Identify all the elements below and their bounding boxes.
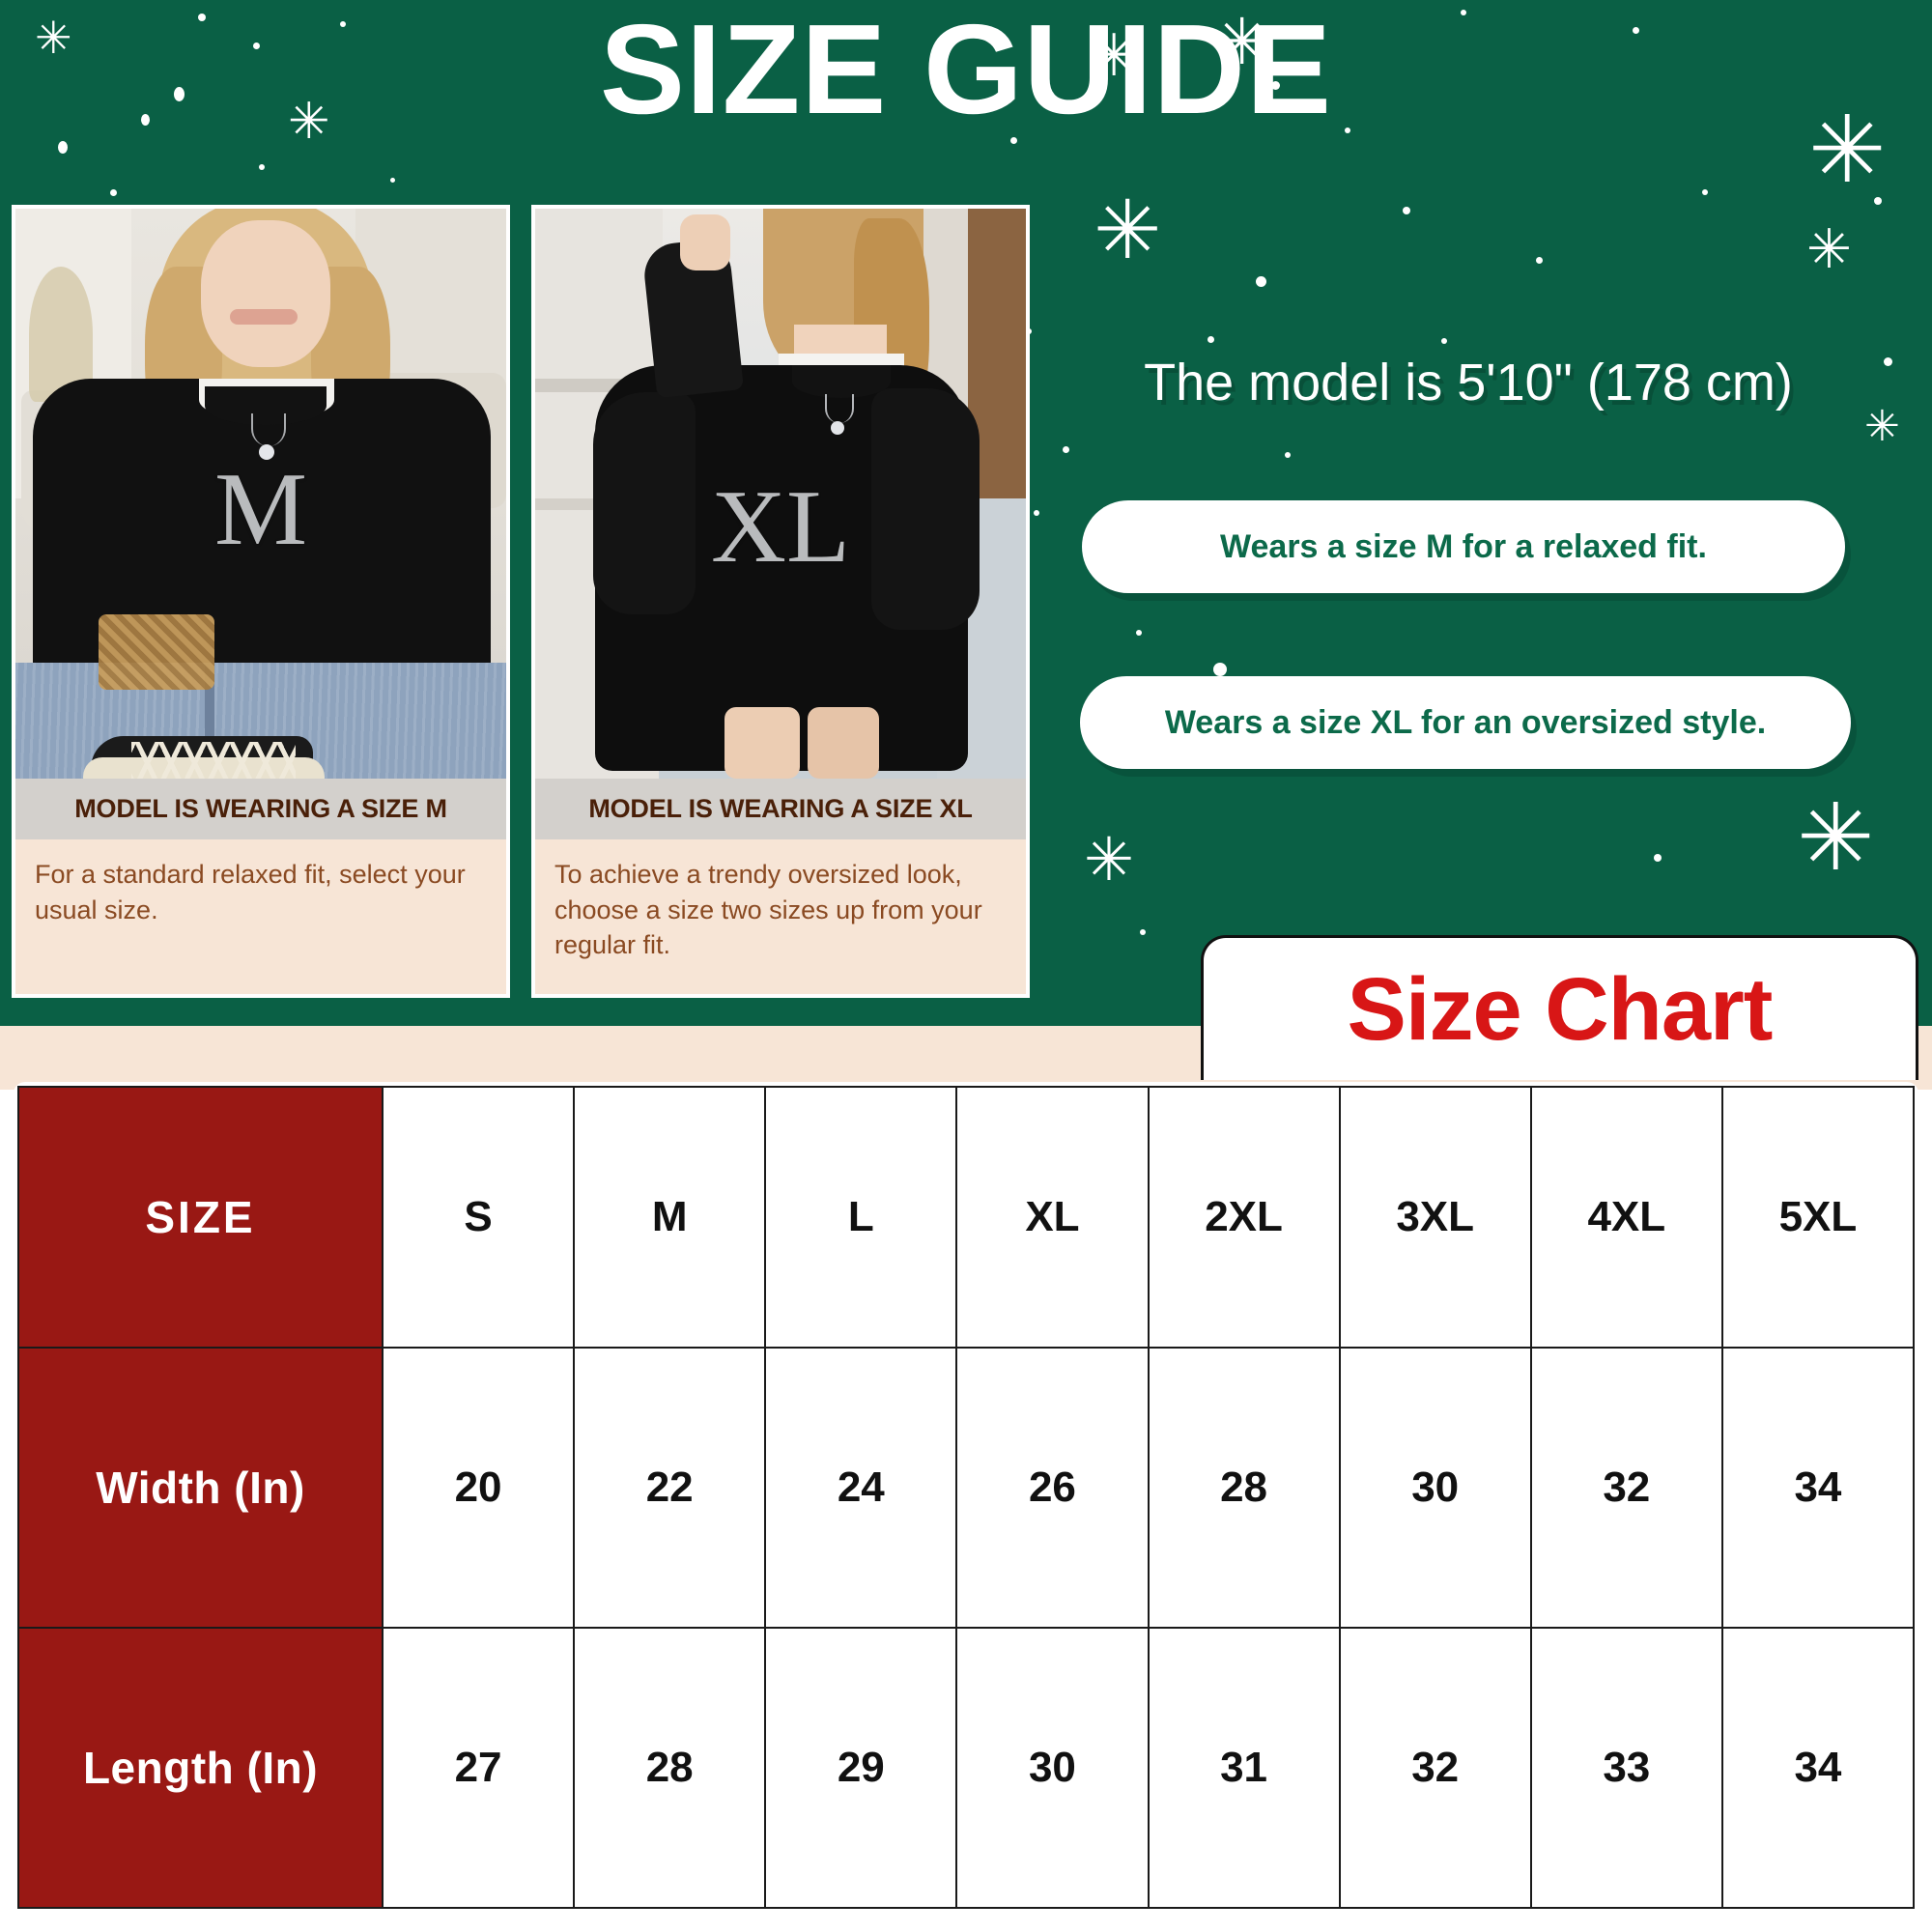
snow-dot [1874, 197, 1882, 205]
model-card-m: M MODEL IS WEARING A SIZE M For a standa… [12, 205, 510, 998]
cell-length-3xl: 32 [1338, 1627, 1532, 1909]
size-letter-m: M [213, 452, 308, 567]
cell-width-m: 22 [573, 1347, 767, 1629]
snow-dot [1208, 336, 1214, 343]
model-photo-m: M [15, 209, 506, 779]
model-caption-xl: MODEL IS WEARING A SIZE XL [535, 779, 1026, 839]
table-header-m: M [573, 1086, 767, 1349]
cell-width-4xl: 32 [1529, 1347, 1723, 1629]
cell-length-s: 27 [381, 1627, 576, 1909]
cell-length-xl: 30 [955, 1627, 1150, 1909]
table-header-2xl: 2XL [1147, 1086, 1341, 1349]
snow-dot [1702, 189, 1708, 195]
row-label-length: Length (In) [17, 1627, 384, 1909]
cell-length-m: 28 [573, 1627, 767, 1909]
snow-dot [390, 178, 395, 183]
cell-length-5xl: 34 [1720, 1627, 1916, 1909]
model-card-xl: XL MODEL IS WEARING A SIZE XL To achieve… [531, 205, 1030, 998]
cell-width-l: 24 [764, 1347, 958, 1629]
green-hero-panel: ✳ ✳ ✳ ✳ ✳ ✳ ✳ ✳ ✳ ✳ [0, 0, 1932, 1026]
table-header-4xl: 4XL [1529, 1086, 1723, 1349]
model-description-m: For a standard relaxed fit, select your … [15, 839, 506, 994]
row-label-width: Width (In) [17, 1347, 384, 1629]
cell-width-3xl: 30 [1338, 1347, 1532, 1629]
size-chart-badge-label: Size Chart [1347, 959, 1774, 1059]
table-header-3xl: 3XL [1338, 1086, 1532, 1349]
table-row: Length (In) 27 28 29 30 31 32 33 34 [17, 1627, 1916, 1909]
snowflake-icon: ✳ [1084, 827, 1134, 894]
table-header-xl: XL [955, 1086, 1150, 1349]
cell-width-2xl: 28 [1147, 1347, 1341, 1629]
model-caption-m: MODEL IS WEARING A SIZE M [15, 779, 506, 839]
size-chart-table-wrapper: SIZE S M L XL 2XL 3XL 4XL 5XL Width (In)… [14, 1082, 1918, 1913]
cell-width-5xl: 34 [1720, 1347, 1916, 1629]
cell-length-l: 29 [764, 1627, 958, 1909]
table-header-size: SIZE [17, 1086, 384, 1349]
fit-note-relaxed-label: Wears a size M for a relaxed fit. [1220, 527, 1707, 565]
cell-width-s: 20 [381, 1347, 576, 1629]
cell-length-4xl: 33 [1529, 1627, 1723, 1909]
cell-length-2xl: 31 [1147, 1627, 1341, 1909]
fit-note-oversized-label: Wears a size XL for an oversized style. [1164, 703, 1767, 741]
model-photo-xl: XL [535, 209, 1026, 779]
snow-dot [1213, 663, 1227, 676]
size-chart-badge: Size Chart [1201, 935, 1918, 1080]
model-height-text: The model is 5'10" (178 cm) [1144, 354, 1793, 412]
table-header-l: L [764, 1086, 958, 1349]
table-header-s: S [381, 1086, 576, 1349]
size-chart-table: SIZE S M L XL 2XL 3XL 4XL 5XL Width (In)… [17, 1086, 1916, 1909]
snowflake-icon: ✳ [1094, 185, 1162, 275]
table-row: Width (In) 20 22 24 26 28 30 32 34 [17, 1347, 1916, 1629]
snow-dot [259, 164, 265, 170]
cell-width-xl: 26 [955, 1347, 1150, 1629]
snow-dot [1285, 452, 1291, 458]
snow-dot [1140, 929, 1146, 935]
snow-dot [1884, 357, 1892, 366]
snow-dot [1034, 510, 1039, 516]
page-title: SIZE GUIDE [599, 0, 1333, 140]
fit-note-oversized: Wears a size XL for an oversized style. [1080, 676, 1851, 769]
model-description-xl: To achieve a trendy oversized look, choo… [535, 839, 1026, 994]
snow-dot [110, 189, 117, 196]
snow-dot [1536, 257, 1543, 264]
snow-dot [1441, 338, 1447, 344]
fit-note-relaxed: Wears a size M for a relaxed fit. [1082, 500, 1845, 593]
size-letter-xl: XL [711, 469, 850, 584]
snow-dot [1654, 854, 1662, 862]
snowflake-icon: ✳ [1797, 786, 1875, 890]
snow-dot [1136, 630, 1142, 636]
snow-dot [1403, 207, 1410, 214]
table-header-5xl: 5XL [1720, 1086, 1916, 1349]
snowflake-icon: ✳ [1806, 218, 1852, 279]
model-card-list: M MODEL IS WEARING A SIZE M For a standa… [12, 205, 1030, 998]
table-header-row: SIZE S M L XL 2XL 3XL 4XL 5XL [17, 1086, 1916, 1349]
snow-dot [1063, 446, 1069, 453]
snow-dot [1256, 276, 1266, 287]
